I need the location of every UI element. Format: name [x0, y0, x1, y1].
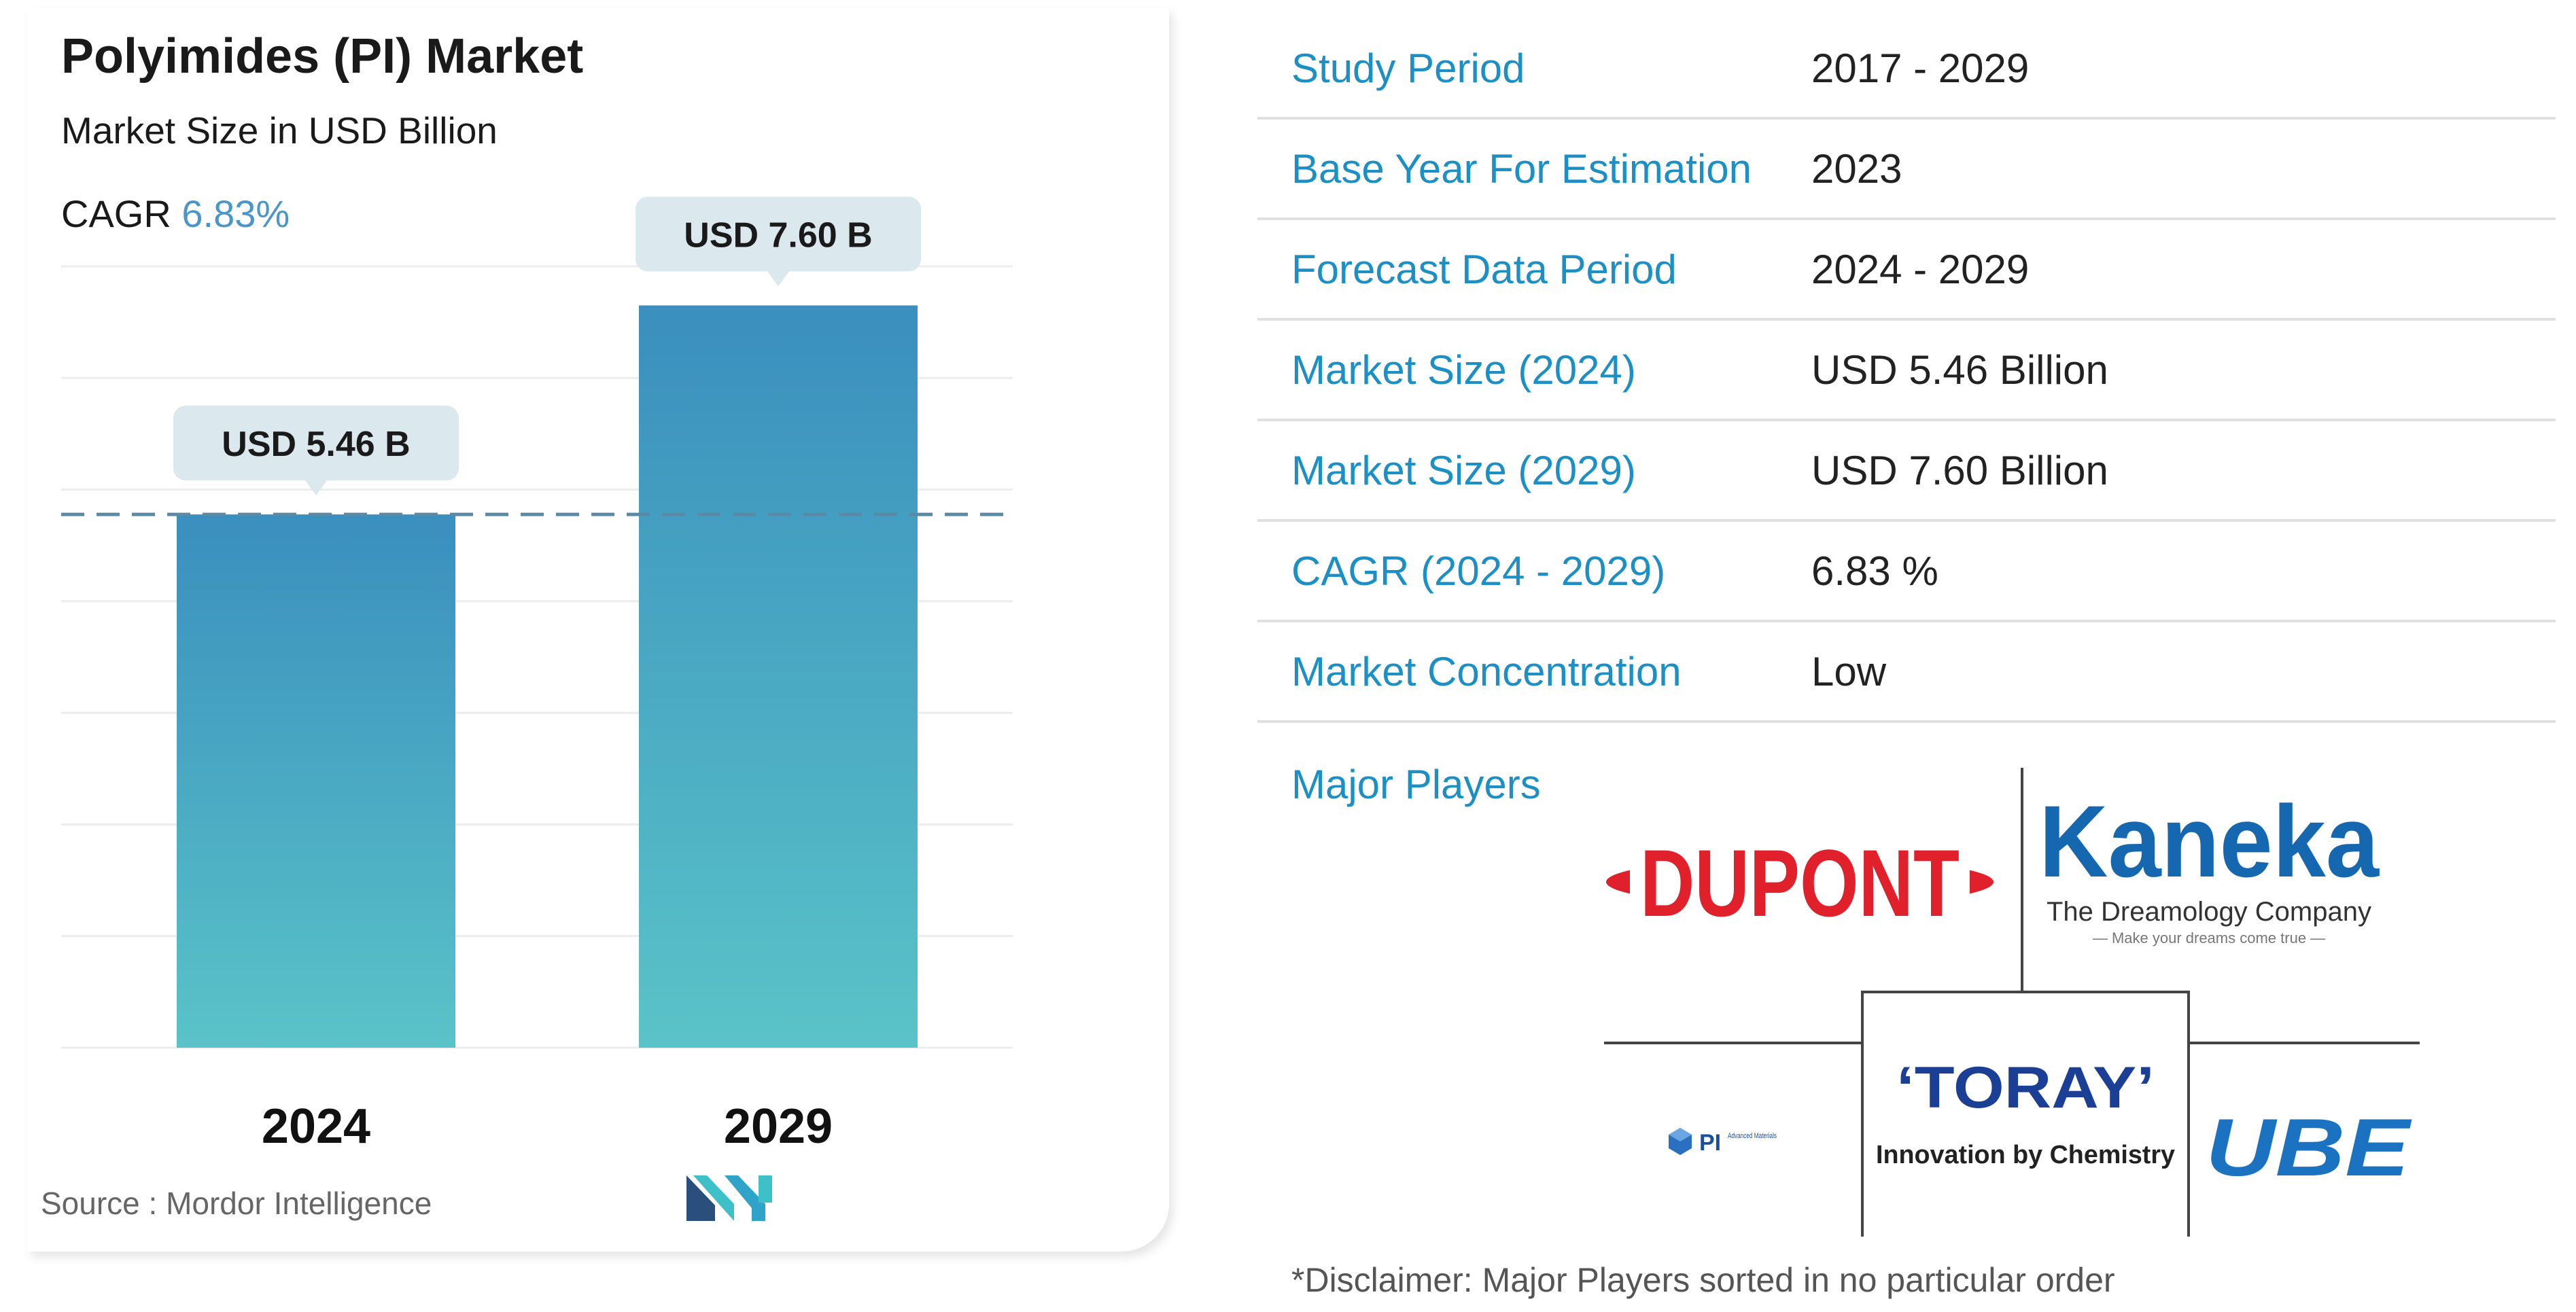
dupont-logo: DUPONT	[1606, 830, 1994, 936]
info-row-market-size-2024: Market Size (2024) USD 5.46 Billion	[1257, 321, 2556, 421]
toray-tagline: Innovation by Chemistry	[1876, 1141, 2175, 1169]
info-row-market-size-2029: Market Size (2029) USD 7.60 Billion	[1257, 421, 2556, 522]
kaneka-logo: Kaneka The Dreamology Company — Make you…	[2039, 784, 2380, 946]
x-tick-label: 2029	[724, 1099, 833, 1154]
info-label: Market Size (2024)	[1291, 347, 1636, 393]
toray-wordmark: ‘TORAY’	[1896, 1055, 2155, 1120]
data-label-text: USD 7.60 B	[684, 216, 872, 255]
chart-data-labels: USD 5.46 B USD 7.60 B	[173, 196, 921, 496]
kaneka-tagline: The Dreamology Company	[2047, 897, 2371, 927]
source-note: Source : Mordor Intelligence	[41, 1186, 432, 1221]
data-label-text: USD 5.46 B	[222, 425, 410, 464]
data-label-2029: USD 7.60 B	[636, 196, 921, 287]
kaneka-subtagline: — Make your dreams come true —	[2093, 929, 2325, 946]
cagr-indicator: CAGR 6.83%	[61, 192, 290, 236]
info-value: Low	[1811, 648, 1887, 694]
info-value: 2023	[1811, 145, 1902, 192]
bar-2029	[639, 305, 918, 1048]
toray-logo: ‘TORAY’ Innovation by Chemistry	[1876, 1055, 2175, 1169]
major-players-logos: DUPONT Kaneka The Dreamology Company — M…	[1604, 768, 2420, 1237]
info-row-study-period: Study Period 2017 - 2029	[1257, 19, 2556, 120]
dupont-wordmark: DUPONT	[1640, 830, 1960, 936]
info-row-market-concentration: Market Concentration Low	[1257, 622, 2556, 723]
page-title: Polyimides (PI) Market	[61, 29, 584, 84]
info-label: CAGR (2024 - 2029)	[1291, 548, 1666, 594]
chart-x-ticks: 2024 2029	[262, 1099, 833, 1154]
grid-center-box	[1861, 991, 2190, 1237]
pi-subtext: Advanced Materials	[1728, 1132, 1777, 1140]
ube-wordmark: UBE	[2206, 1102, 2413, 1193]
info-value: 6.83 %	[1811, 548, 1938, 594]
info-label: Study Period	[1291, 45, 1525, 91]
info-row-forecast-period: Forecast Data Period 2024 - 2029	[1257, 220, 2556, 321]
chart-subtitle: Market Size in USD Billion	[61, 109, 498, 152]
info-value: 2024 - 2029	[1811, 246, 2030, 292]
info-label: Base Year For Estimation	[1291, 145, 1752, 192]
major-players-label: Major Players	[1291, 762, 1541, 807]
chart-bars	[177, 305, 918, 1048]
info-label: Market Concentration	[1291, 648, 1682, 694]
x-tick-label: 2024	[262, 1099, 370, 1154]
pi-wordmark: PI	[1699, 1130, 1721, 1156]
info-value: USD 7.60 Billion	[1811, 447, 2108, 493]
ube-logo: UBE	[2206, 1102, 2413, 1193]
cagr-label: CAGR	[61, 192, 171, 235]
kaneka-wordmark: Kaneka	[2039, 784, 2380, 898]
info-row-cagr: CAGR (2024 - 2029) 6.83 %	[1257, 522, 2556, 622]
info-value: 2017 - 2029	[1811, 45, 2030, 91]
disclaimer-note: *Disclaimer: Major Players sorted in no …	[1291, 1261, 2115, 1299]
bar-chart: USD 5.46 B USD 7.60 B 2024 2029	[61, 196, 1013, 1154]
data-label-2024: USD 5.46 B	[173, 406, 459, 496]
pi-advanced-materials-logo: PI Advanced Materials	[1669, 1128, 1777, 1156]
info-label: Forecast Data Period	[1291, 246, 1677, 292]
market-chart-card: Polyimides (PI) Market Market Size in US…	[27, 8, 1169, 1252]
cagr-value: 6.83%	[181, 192, 290, 235]
bar-2024	[177, 514, 455, 1048]
info-value: USD 5.46 Billion	[1811, 347, 2108, 393]
mordor-intelligence-logo	[686, 1175, 772, 1221]
info-row-base-year: Base Year For Estimation 2023	[1257, 120, 2556, 220]
market-info-table: Study Period 2017 - 2029 Base Year For E…	[1257, 19, 2556, 723]
info-label: Market Size (2029)	[1291, 447, 1636, 493]
